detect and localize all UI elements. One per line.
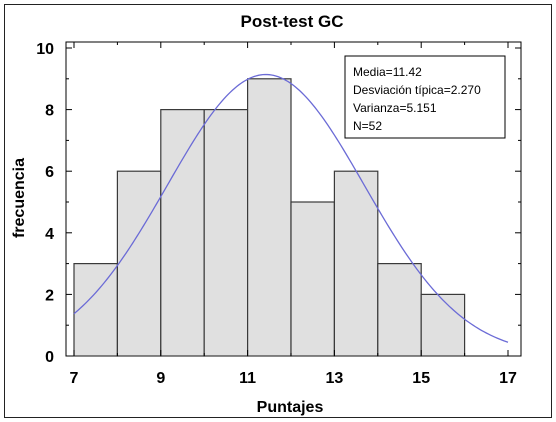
histogram-bar-2	[116, 170, 162, 357]
y-tick-label: 10	[36, 41, 54, 58]
histogram-bar-8	[377, 263, 422, 357]
stats-line-2: Desviación típica=2.270	[353, 83, 481, 97]
histogram-bar-9	[420, 293, 466, 357]
stats-line-4: N=52	[353, 119, 382, 133]
histogram-bar-3	[160, 108, 205, 357]
stats-box	[344, 55, 506, 139]
histogram-bar-1	[73, 263, 119, 357]
y-tick-label: 0	[45, 349, 54, 366]
x-tick-label: 17	[499, 370, 517, 387]
y-tick-label: 2	[45, 287, 54, 304]
stats-line-1: Media=11.42	[353, 65, 422, 79]
y-axis-title: frecuencia	[11, 158, 28, 238]
stats-line-3: Varianza=5.151	[353, 101, 437, 115]
chart-title: Post-test GC	[241, 12, 344, 31]
x-tick-label: 9	[156, 370, 165, 387]
y-tick-label: 8	[45, 103, 54, 120]
histogram-bar-4	[203, 108, 249, 357]
x-tick-label: 15	[412, 370, 430, 387]
x-axis-title: Puntajes	[257, 399, 324, 416]
histogram-bar-6	[290, 201, 336, 357]
x-tick-label: 13	[326, 370, 344, 387]
x-tick-label: 11	[239, 370, 256, 387]
normal-curve-line	[73, 73, 509, 343]
y-tick-label: 6	[45, 164, 54, 181]
histogram-bar-7	[333, 170, 379, 357]
y-tick-label: 4	[45, 226, 54, 243]
histogram-bar-5	[247, 78, 292, 357]
x-tick-label: 7	[70, 370, 79, 387]
plot-area: 7 9 11 13 15 17 0 2 4 6 8 10 Media=11.42 Desviación t…	[36, 41, 522, 387]
